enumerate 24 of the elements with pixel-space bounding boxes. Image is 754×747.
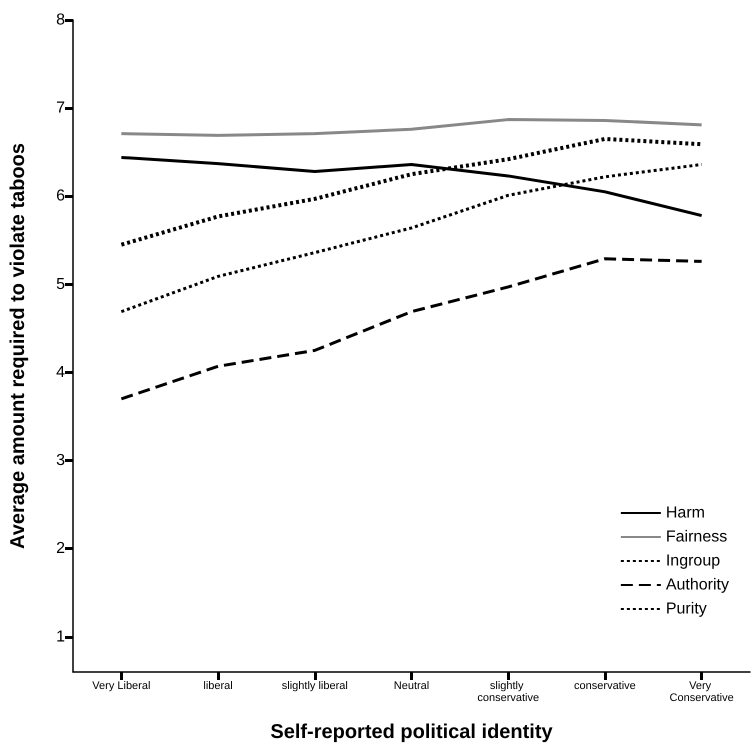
x-tick-label: Neutral bbox=[394, 680, 430, 692]
x-tick-label: liberal bbox=[203, 680, 233, 692]
legend-label: Fairness bbox=[666, 528, 728, 546]
line-series bbox=[120, 257, 704, 400]
y-tick-label: 3 bbox=[56, 452, 66, 470]
x-tick-label: slightly liberal bbox=[282, 680, 348, 692]
y-tick-label: 6 bbox=[56, 188, 66, 205]
y-tick-label: 2 bbox=[56, 540, 66, 558]
x-tick-label: slightly conservative bbox=[477, 680, 540, 704]
line-series bbox=[120, 118, 704, 137]
y-tick-label: 7 bbox=[56, 100, 66, 117]
y-tick-label: 4 bbox=[56, 364, 66, 381]
x-tick-label: Very Liberal bbox=[92, 680, 150, 692]
legend-label: Purity bbox=[666, 600, 707, 618]
legend-label: Harm bbox=[666, 504, 705, 522]
x-axis-title: Self-reported political identity bbox=[270, 721, 554, 743]
y-tick-label: 8 bbox=[56, 12, 66, 28]
legend-label: Ingroup bbox=[666, 552, 720, 570]
y-tick-label: 1 bbox=[56, 628, 66, 646]
x-tick-label: Very Conservative bbox=[670, 680, 734, 704]
x-tick-label: conservative bbox=[574, 680, 636, 692]
y-tick-label: 5 bbox=[56, 276, 66, 293]
y-axis-title: Average amount required to violate taboos bbox=[7, 142, 29, 550]
legend-label: Authority bbox=[666, 576, 729, 594]
